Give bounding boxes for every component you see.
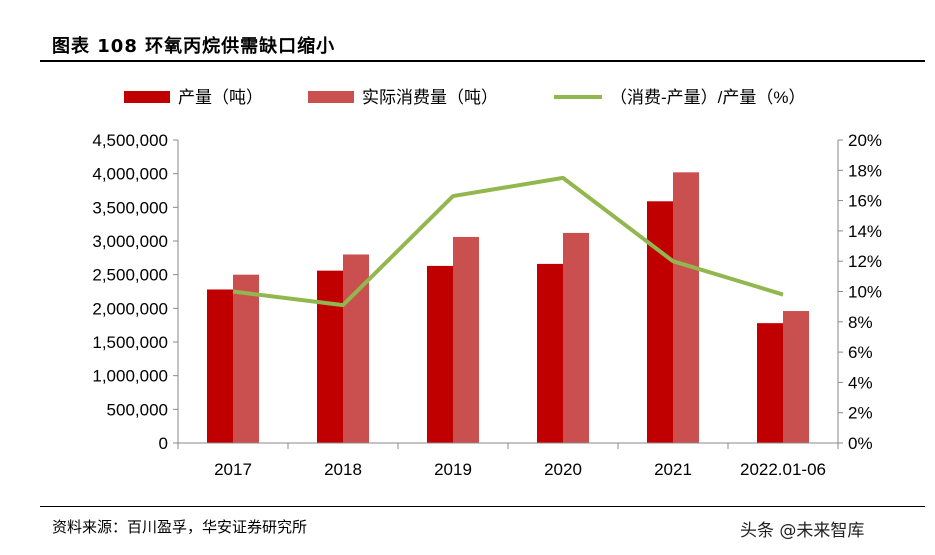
bar-production xyxy=(427,265,453,443)
right-tick-label: 0% xyxy=(848,434,873,453)
right-tick-label: 18% xyxy=(848,161,882,180)
bar-consumption xyxy=(673,172,699,443)
source-rule xyxy=(40,506,925,507)
left-tick-label: 3,500,000 xyxy=(92,198,168,217)
gap-line xyxy=(232,175,784,308)
right-tick-label: 4% xyxy=(848,373,873,392)
left-tick-label: 0 xyxy=(159,434,168,453)
bar-production xyxy=(207,289,233,443)
left-tick-label: 4,000,000 xyxy=(92,165,168,184)
right-tick-label: 14% xyxy=(848,222,882,241)
left-tick-label: 1,500,000 xyxy=(92,333,168,352)
right-tick-label: 2% xyxy=(848,404,873,423)
legend-label-gap: （消费-产量）/产量（%） xyxy=(610,88,806,107)
bar-consumption xyxy=(233,274,259,443)
x-tick-label: 2018 xyxy=(324,460,362,479)
bar-production xyxy=(317,270,343,443)
gap-line-path xyxy=(232,175,784,308)
right-tick-label: 16% xyxy=(848,192,882,211)
watermark: 头条 @未来智库 xyxy=(740,521,865,541)
x-tick-label: 2020 xyxy=(544,460,582,479)
right-tick-label: 8% xyxy=(848,313,873,332)
left-tick-label: 1,000,000 xyxy=(92,367,168,386)
chart-title: 图表 108 环氧丙烷供需缺口缩小 xyxy=(52,36,336,57)
legend-swatch-consumption xyxy=(308,91,354,103)
right-tick-label: 12% xyxy=(848,252,882,271)
right-tick-label: 10% xyxy=(848,283,882,302)
right-tick-label: 20% xyxy=(848,131,882,150)
bar-production xyxy=(647,201,673,443)
bars xyxy=(207,172,809,443)
source-note: 资料来源：百川盈孚，华安证券研究所 xyxy=(52,518,308,536)
x-tick-label: 2022.01-06 xyxy=(740,460,826,479)
right-tick-label: 6% xyxy=(848,343,873,362)
left-axis: 0 500,000 1,000,000 1,500,000 2,000,000 2,500… xyxy=(92,131,179,453)
x-tick-label: 2021 xyxy=(654,460,692,479)
bar-consumption xyxy=(563,232,589,443)
legend-label-consumption: 实际消费量（吨） xyxy=(362,88,498,107)
legend: 产量（吨） 实际消费量（吨） （消费-产量）/产量（%） xyxy=(124,88,806,107)
legend-swatch-production xyxy=(124,91,170,103)
bar-production xyxy=(757,323,783,443)
right-axis: 0% 2% 4% 6% 8% 10% 12% 14% 16% 18% 20% xyxy=(837,131,882,453)
x-tick-label: 2019 xyxy=(434,460,472,479)
left-tick-label: 500,000 xyxy=(107,400,168,419)
bar-consumption xyxy=(453,236,479,443)
left-tick-label: 4,500,000 xyxy=(92,131,168,150)
bar-production xyxy=(537,263,563,443)
bar-consumption xyxy=(783,311,809,443)
left-tick-label: 3,000,000 xyxy=(92,232,168,251)
left-tick-label: 2,500,000 xyxy=(92,266,168,285)
left-tick-label: 2,000,000 xyxy=(92,299,168,318)
x-axis: 2017 2018 2019 2020 2021 2022.01-06 xyxy=(177,442,839,479)
combo-chart: 产量（吨） 实际消费量（吨） （消费-产量）/产量（%） 0 500,000 1,000… xyxy=(92,88,882,479)
legend-label-production: 产量（吨） xyxy=(178,88,263,107)
title-rule xyxy=(40,60,925,62)
x-tick-label: 2017 xyxy=(214,460,252,479)
